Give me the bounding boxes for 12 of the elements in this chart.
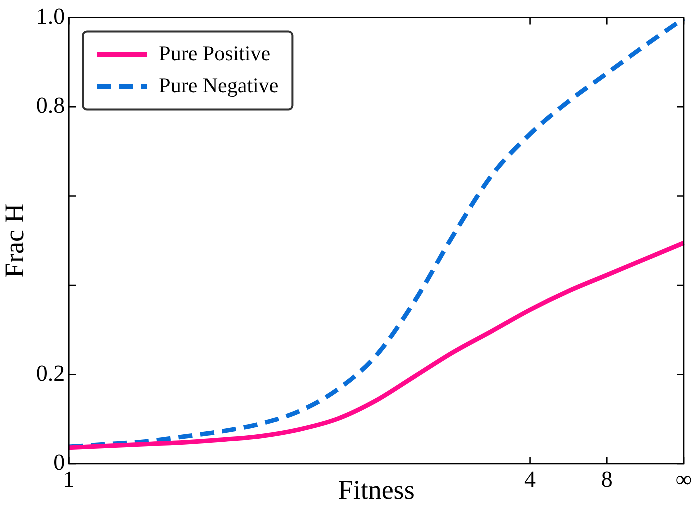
y-tick-label: 1.0 bbox=[36, 4, 66, 29]
y-tick-label: 0.2 bbox=[36, 360, 66, 386]
x-tick-label: 4 bbox=[524, 466, 537, 492]
y-axis-title: Frac H bbox=[0, 204, 30, 278]
x-tick-label: 8 bbox=[601, 466, 613, 492]
x-tick-label: 1 bbox=[63, 466, 75, 492]
x-axis-title: Fitness bbox=[338, 474, 415, 505]
x-tick-label: ∞ bbox=[676, 466, 692, 492]
legend-label: Pure Negative bbox=[159, 73, 279, 98]
y-tick-label: 0.8 bbox=[36, 93, 66, 118]
legend-label: Pure Positive bbox=[159, 41, 271, 66]
y-tick-label: 0 bbox=[54, 450, 66, 476]
